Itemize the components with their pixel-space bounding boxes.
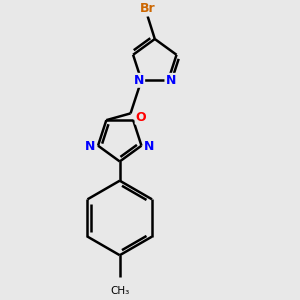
Text: O: O (136, 111, 146, 124)
Text: N: N (144, 140, 154, 153)
Text: CH₃: CH₃ (110, 286, 129, 296)
Text: N: N (134, 74, 144, 87)
Text: N: N (85, 140, 95, 153)
Text: N: N (166, 74, 176, 87)
Text: Br: Br (140, 2, 155, 15)
